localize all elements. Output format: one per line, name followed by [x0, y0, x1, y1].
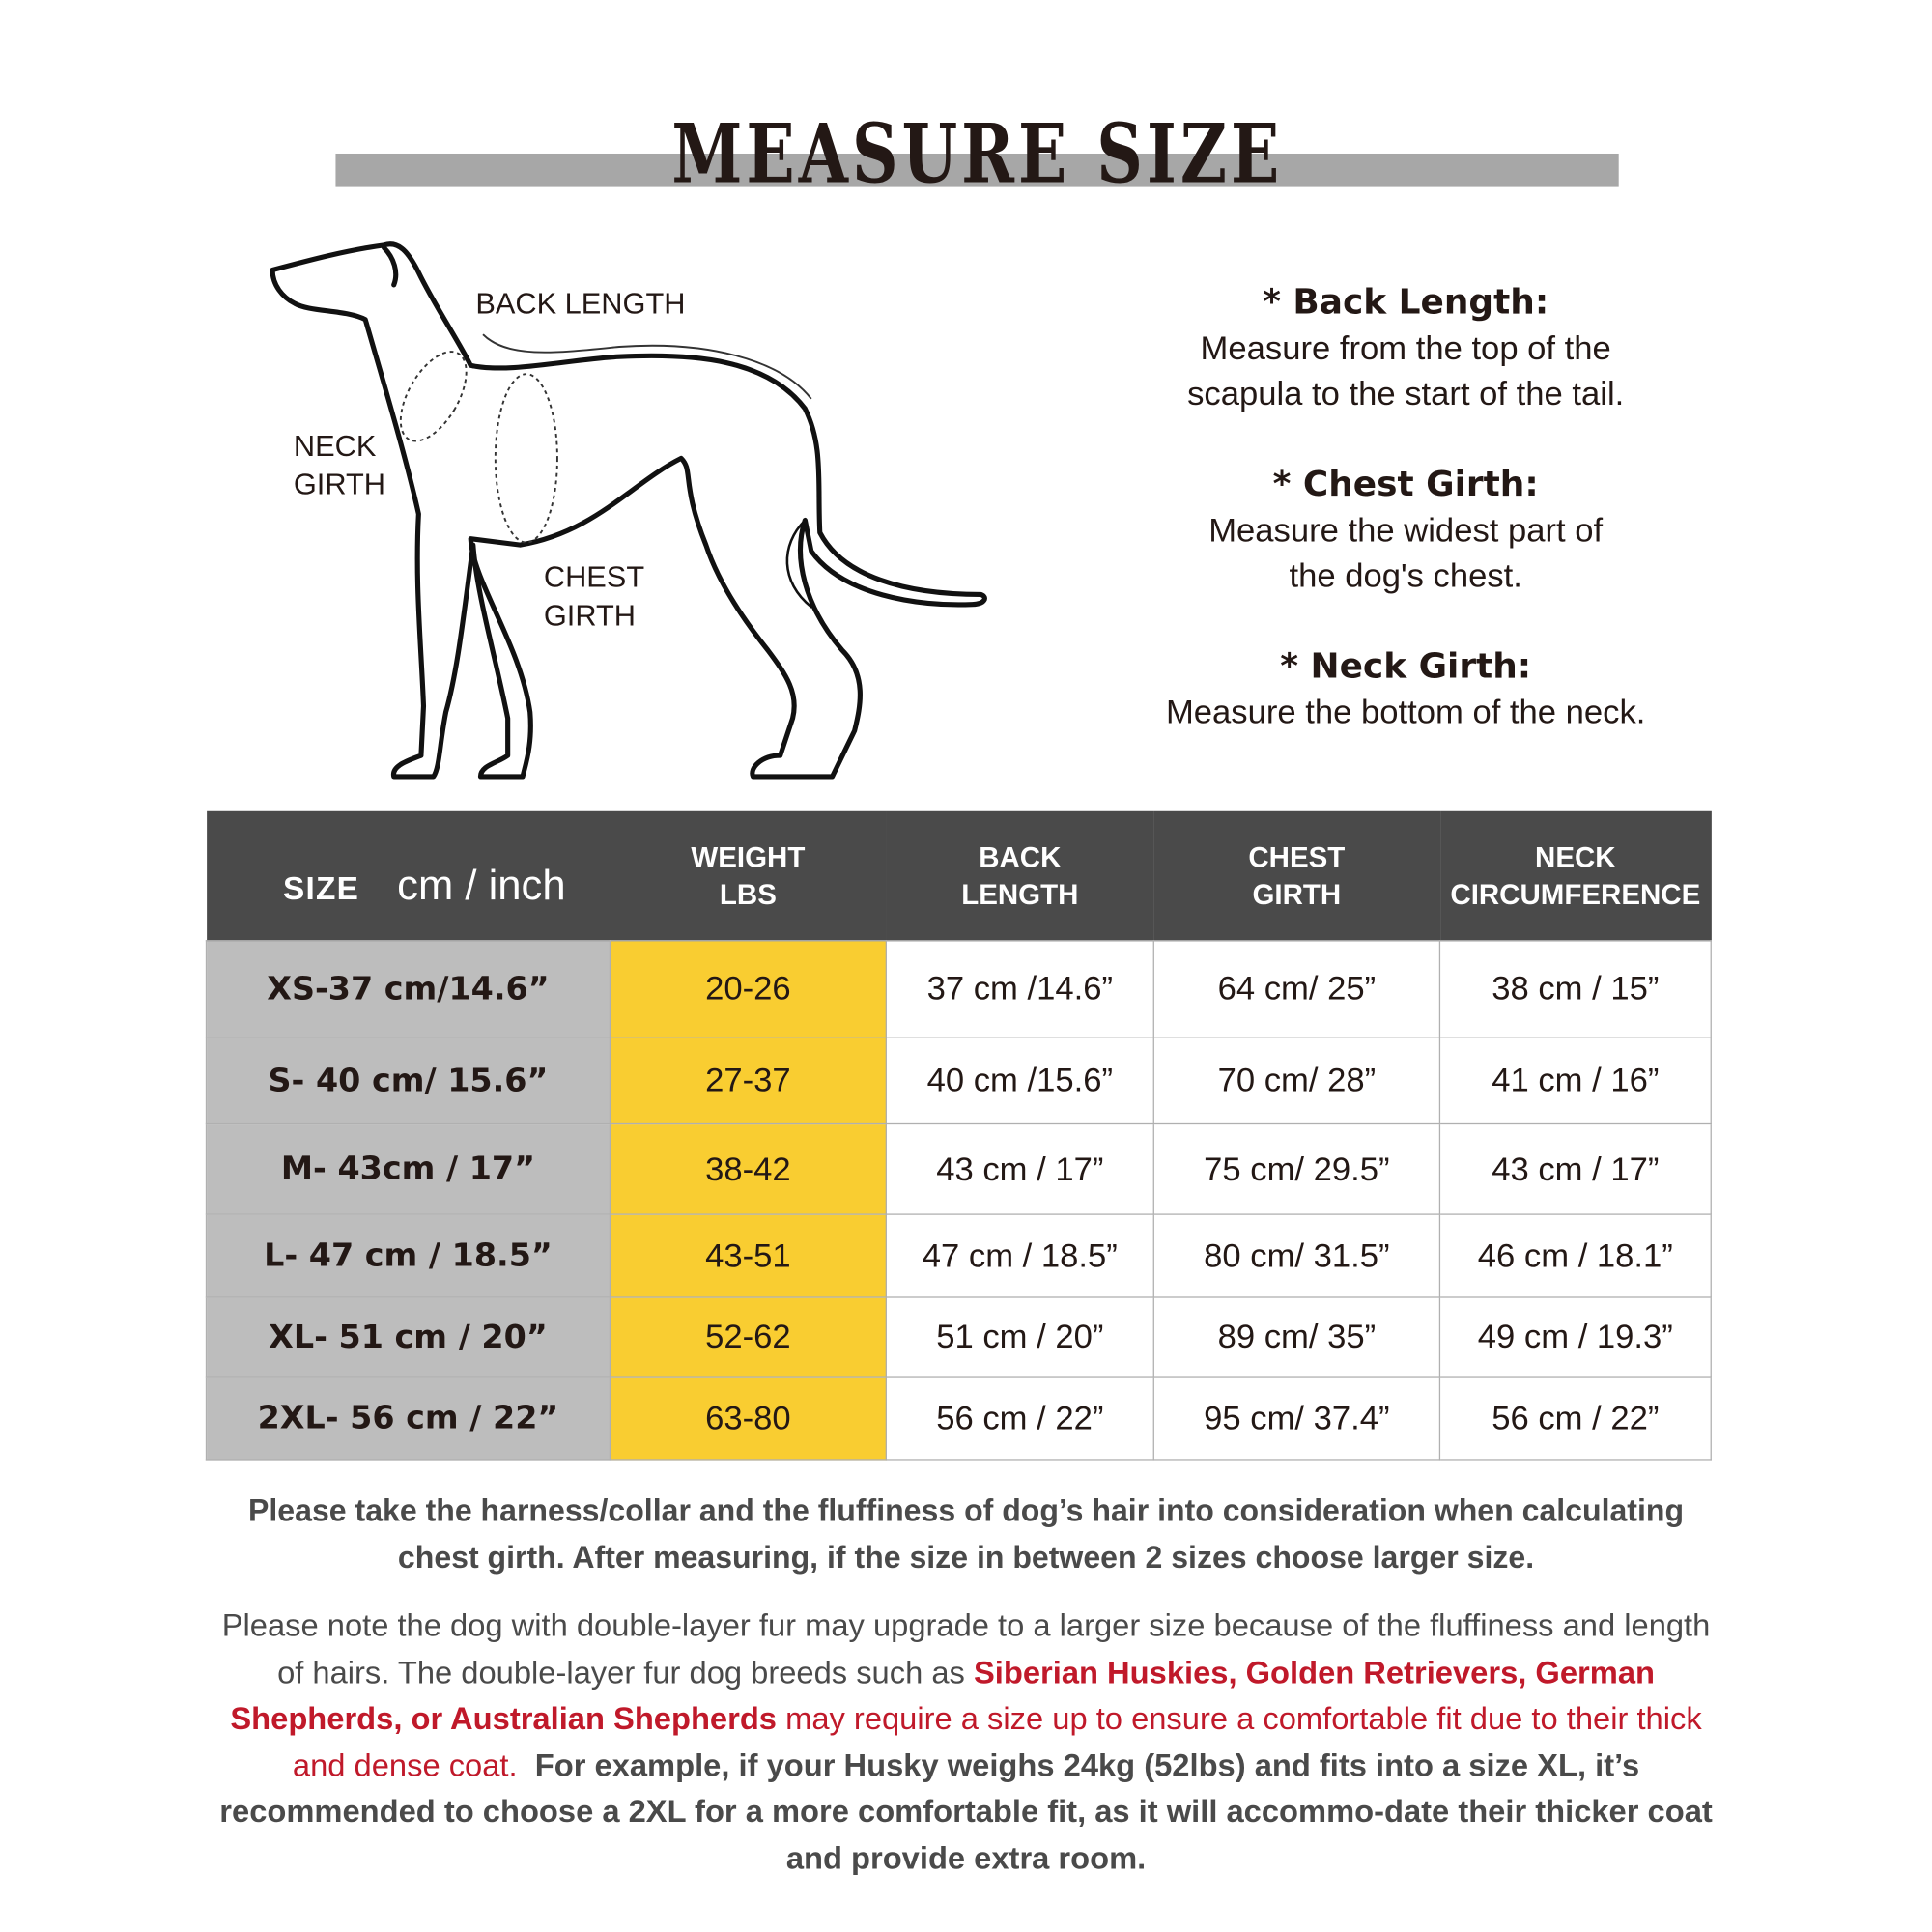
- header-label-line: GIRTH: [1252, 878, 1342, 911]
- description-line: the dog's chest.: [1289, 556, 1522, 595]
- back-length-cell: 43 cm / 17”: [885, 1122, 1154, 1215]
- neck-circumference-cell: 43 cm / 17”: [1438, 1122, 1712, 1215]
- chest-girth-cell: 64 cm/ 25”: [1152, 940, 1441, 1038]
- description-line: scapula to the start of the tail.: [1187, 375, 1625, 412]
- size-cell: XL- 51 cm / 20”: [205, 1296, 611, 1378]
- header-neck-circumference: NECK CIRCUMFERENCE: [1439, 810, 1712, 941]
- size-cell: XS-37 cm/14.6”: [205, 940, 611, 1038]
- double-fur-note: Please note the dog with double-layer fu…: [211, 1604, 1721, 1882]
- header-label-line: BACK: [979, 840, 1062, 873]
- size-cell: 2XL- 56 cm / 22”: [205, 1376, 611, 1461]
- size-cell: S- 40 cm/ 15.6”: [205, 1037, 611, 1125]
- weight-cell: 27-37: [609, 1037, 887, 1125]
- fur-breeds-highlight: Siberian Huskies, Golden Retrievers, Ger…: [230, 1655, 1655, 1737]
- description-heading: * Chest Girth:: [1272, 463, 1539, 504]
- fur-note-example: For example, if your Husky weighs 24kg (…: [219, 1747, 1713, 1876]
- weight-cell: 63-80: [609, 1376, 887, 1461]
- chest-girth-cell: 75 cm/ 29.5”: [1152, 1122, 1441, 1215]
- header-label-line: NECK: [1535, 840, 1616, 873]
- description-line: Measure the widest part of: [1208, 511, 1604, 549]
- neck-circumference-cell: 46 cm / 18.1”: [1438, 1213, 1712, 1298]
- neck-circumference-cell: 41 cm / 16”: [1438, 1037, 1712, 1125]
- table-row: XL- 51 cm / 20” 52-62 51 cm / 20” 89 cm/ 35…: [205, 1296, 1712, 1378]
- back-length-cell: 40 cm /15.6”: [885, 1037, 1154, 1125]
- size-cell: L- 47 cm / 18.5”: [205, 1213, 611, 1298]
- neck-circumference-cell: 56 cm / 22”: [1438, 1376, 1712, 1461]
- dog-outline-illustration: [270, 242, 987, 780]
- neck-circumference-cell: 38 cm / 15”: [1438, 940, 1712, 1038]
- description-line: Measure the bottom of the neck.: [1165, 693, 1646, 731]
- harness-note: Please take the harness/collar and the f…: [248, 1493, 1685, 1576]
- chest-girth-cell: 95 cm/ 37.4”: [1152, 1376, 1441, 1461]
- header-weight: WEIGHT LBS: [610, 810, 887, 941]
- table-row: XS-37 cm/14.6” 20-26 37 cm /14.6” 64 cm/ 25…: [205, 940, 1712, 1038]
- neck-girth-description: * Neck Girth: Measure the bottom of the …: [1115, 642, 1697, 735]
- neck-girth-label-line: NECK: [293, 429, 377, 464]
- fur-note-red-text: may require a size up to ensure a comfor…: [292, 1701, 1702, 1783]
- header-chest-girth: CHEST GIRTH: [1153, 810, 1440, 941]
- description-heading: * Back Length:: [1263, 281, 1549, 323]
- chest-girth-cell: 80 cm/ 31.5”: [1152, 1213, 1441, 1298]
- header-size-label: SIZE: [282, 869, 360, 907]
- chest-girth-label: CHEST GIRTH: [544, 558, 644, 635]
- fur-note-intro: Please note the dog with double-layer fu…: [221, 1608, 1711, 1690]
- weight-cell: 20-26: [609, 940, 887, 1038]
- description-line: Measure from the top of the: [1200, 329, 1611, 367]
- header-label-line: WEIGHT: [691, 840, 806, 873]
- neck-girth-label-line: GIRTH: [293, 468, 386, 502]
- header-label-line: CIRCUMFERENCE: [1450, 878, 1701, 911]
- chest-girth-label-line: GIRTH: [543, 599, 637, 634]
- chest-girth-cell: 70 cm/ 28”: [1152, 1037, 1441, 1125]
- size-cell: M- 43cm / 17”: [205, 1122, 611, 1215]
- weight-cell: 52-62: [609, 1296, 887, 1378]
- chest-girth-label-line: CHEST: [543, 560, 645, 595]
- page-title: MEASURE SIZE: [671, 104, 1284, 202]
- table-row: S- 40 cm/ 15.6” 27-37 40 cm /15.6” 70 cm/ 2…: [205, 1037, 1712, 1125]
- table-row: M- 43cm / 17” 38-42 43 cm / 17” 75 cm/ 29.5…: [205, 1122, 1712, 1215]
- header-back-length: BACK LENGTH: [886, 810, 1154, 941]
- header-size-unit: cm / inch: [397, 862, 566, 910]
- header-label-line: LBS: [719, 878, 777, 911]
- back-length-cell: 37 cm /14.6”: [885, 940, 1154, 1038]
- title-bar: [335, 153, 1619, 187]
- chest-girth-description: * Chest Girth: Measure the widest part o…: [1115, 461, 1697, 600]
- header-label-line: CHEST: [1248, 840, 1346, 873]
- header-size: SIZE cm / inch: [206, 810, 611, 941]
- back-length-description: * Back Length: Measure from the top of t…: [1115, 278, 1697, 417]
- table-row: L- 47 cm / 18.5” 43-51 47 cm / 18.5” 80 cm/…: [205, 1213, 1712, 1298]
- chest-girth-cell: 89 cm/ 35”: [1152, 1296, 1441, 1378]
- table-header-row: SIZE cm / inch WEIGHT LBS BACK LENGTH CHES…: [206, 810, 1712, 941]
- neck-girth-label: NECK GIRTH: [294, 427, 385, 503]
- back-length-label: BACK LENGTH: [475, 287, 686, 322]
- size-table: SIZE cm / inch WEIGHT LBS BACK LENGTH CHES…: [205, 810, 1712, 1461]
- description-heading: * Neck Girth:: [1280, 644, 1532, 687]
- back-length-cell: 47 cm / 18.5”: [885, 1213, 1154, 1298]
- weight-cell: 43-51: [609, 1213, 887, 1298]
- weight-cell: 38-42: [609, 1122, 887, 1215]
- table-row: 2XL- 56 cm / 22” 63-80 56 cm / 22” 95 cm/ 3…: [205, 1376, 1712, 1461]
- neck-circumference-cell: 49 cm / 19.3”: [1438, 1296, 1712, 1378]
- header-label-line: LENGTH: [961, 878, 1079, 911]
- back-length-cell: 56 cm / 22”: [885, 1376, 1154, 1461]
- back-length-cell: 51 cm / 20”: [885, 1296, 1154, 1378]
